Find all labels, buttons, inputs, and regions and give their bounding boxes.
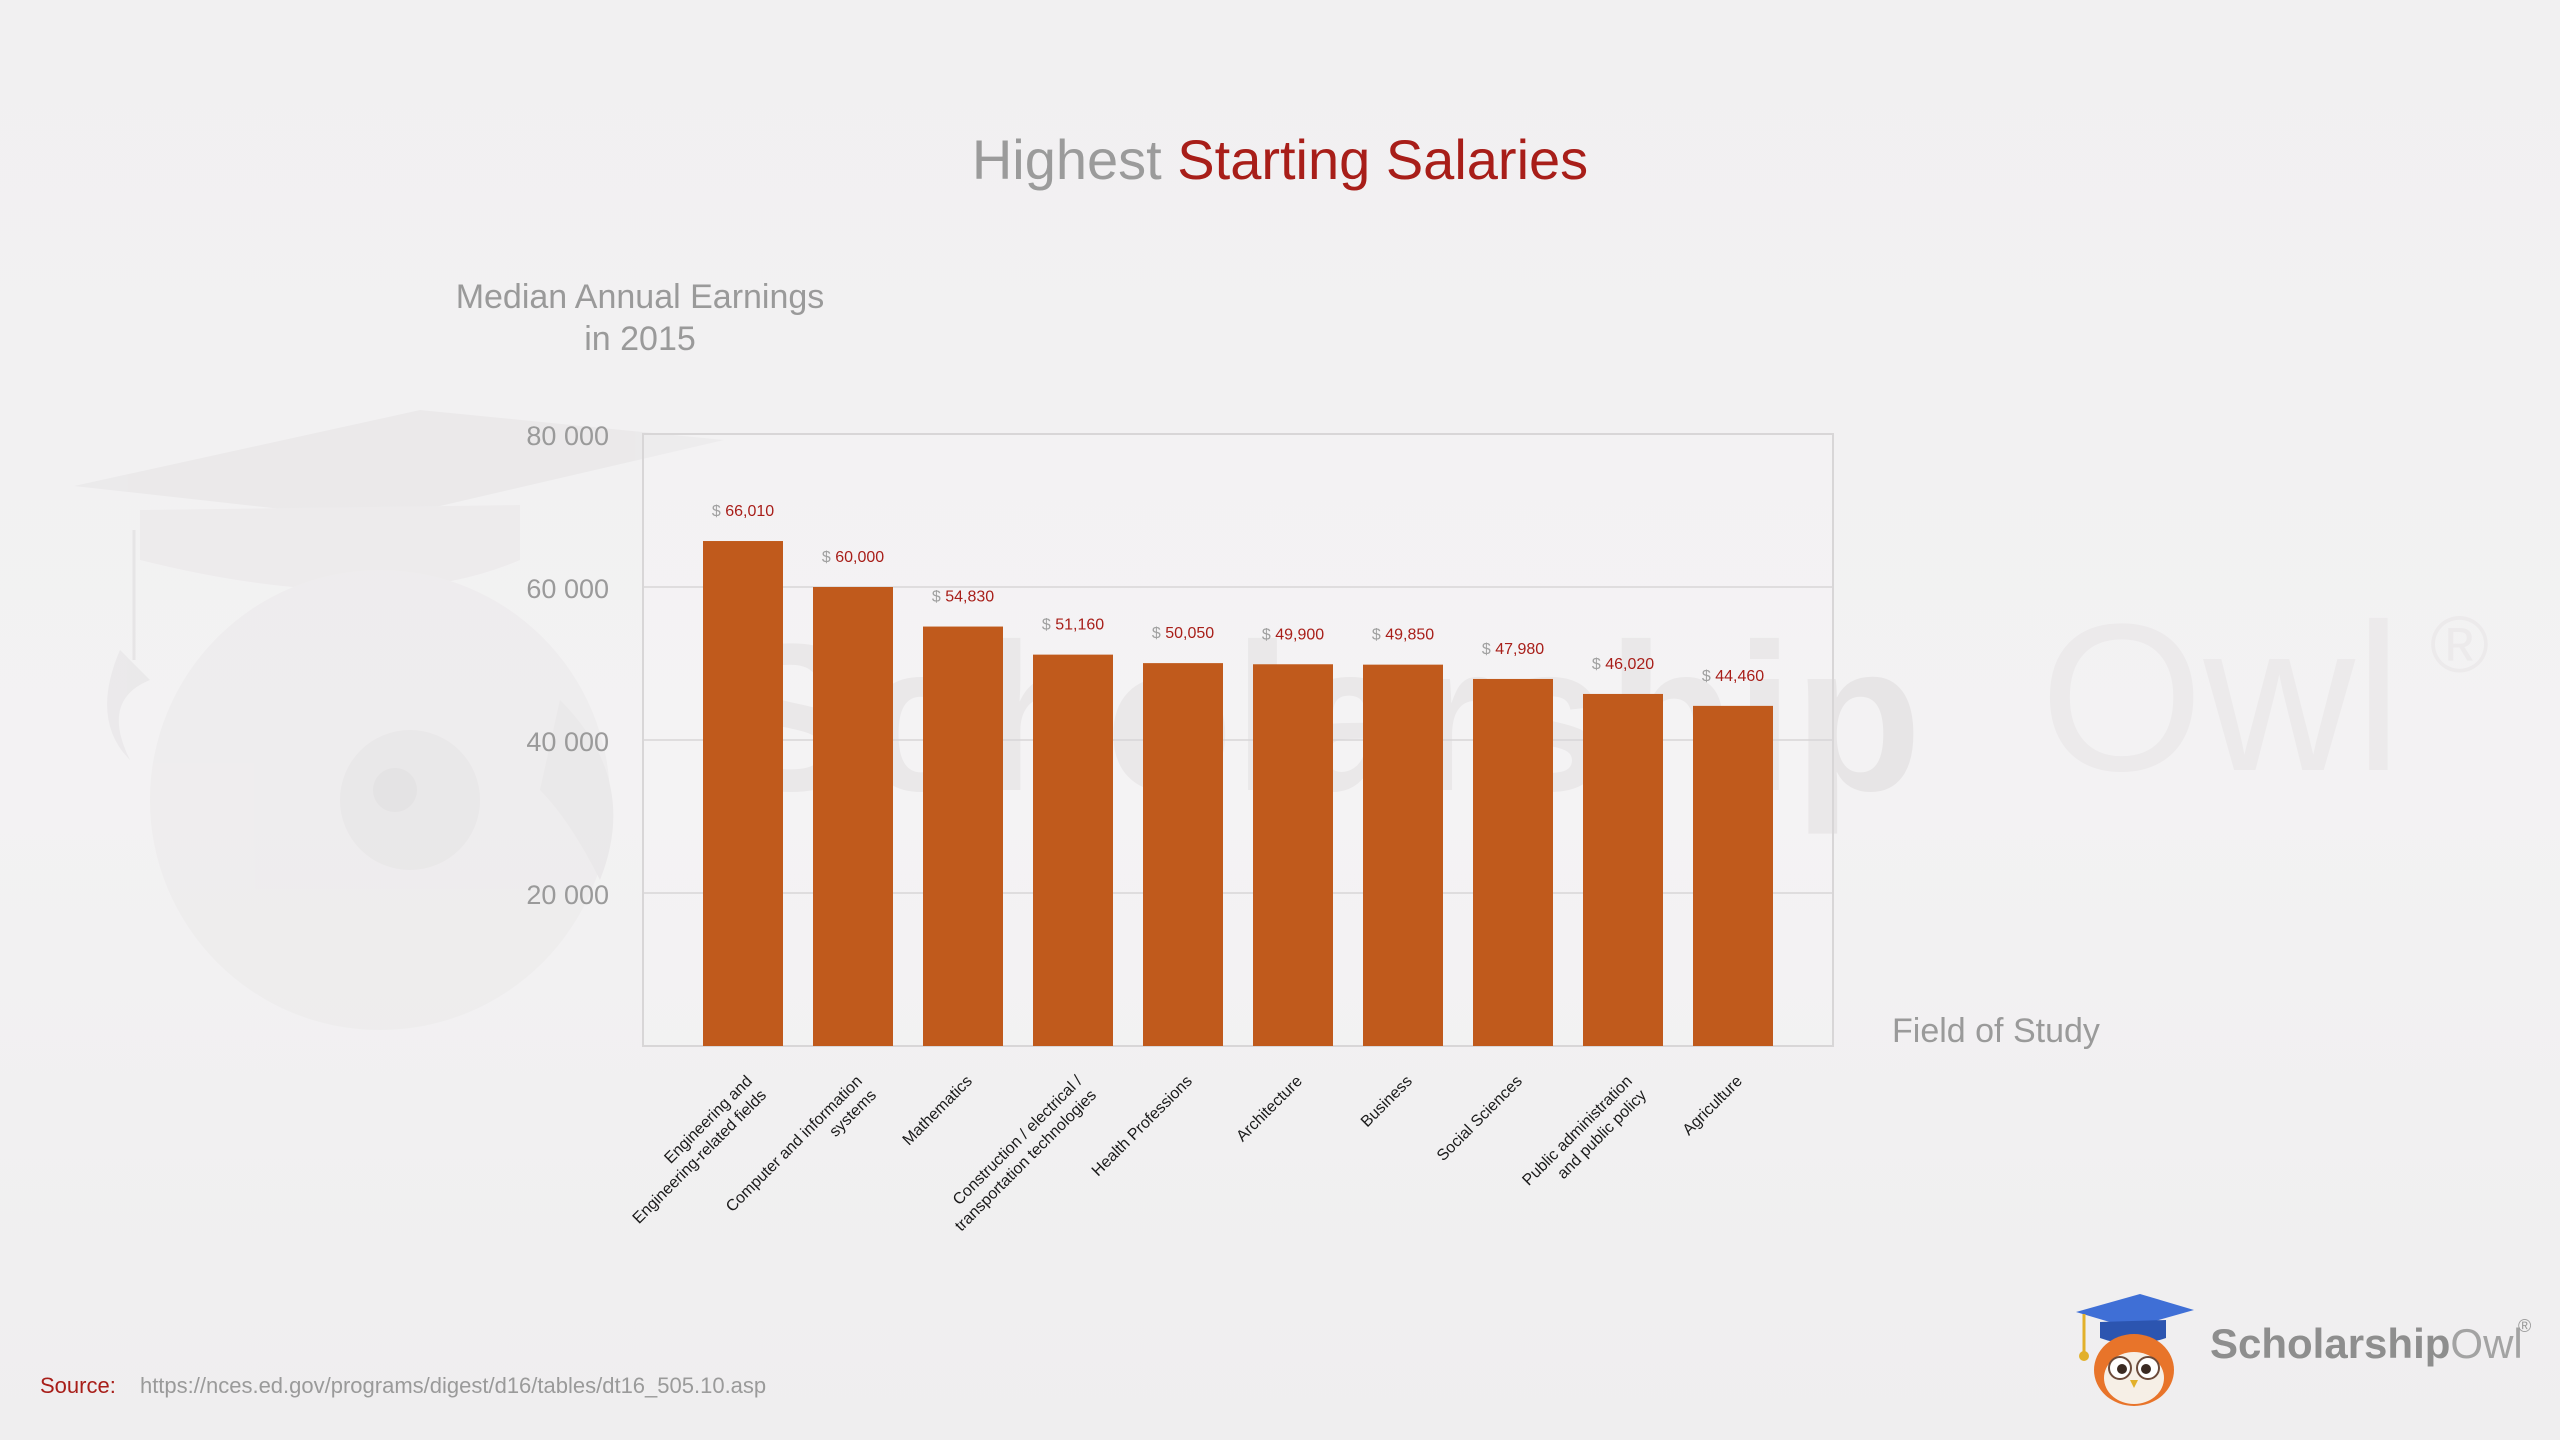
x-tick-label: Public administrationand public policy [1519, 1073, 1650, 1204]
title-accent: Starting Salaries [1177, 128, 1589, 191]
bar-value-label: $ 49,850 [1372, 627, 1434, 644]
page-title: Highest Starting Salaries [0, 122, 2560, 198]
bar[interactable] [1583, 693, 1663, 1046]
bar[interactable] [1143, 663, 1223, 1046]
bar-value-label: $ 50,050 [1152, 625, 1214, 642]
owl-graduate-icon [2076, 1294, 2194, 1406]
title-plain: Highest [971, 128, 1162, 191]
bar-value-label: $ 47,980 [1482, 641, 1544, 658]
bar[interactable] [923, 626, 1003, 1046]
bar[interactable] [1693, 705, 1773, 1046]
bar-value-label: $ 51,160 [1042, 617, 1104, 634]
y-axis-label-line-1: Median Annual Earnings [455, 278, 825, 316]
bar-value-label: $ 54,830 [932, 589, 994, 606]
logo-registered-mark: ® [2518, 1316, 2532, 1336]
bar[interactable] [813, 587, 893, 1046]
x-tick-label: Health Professions [1089, 1073, 1196, 1180]
logo-brand-bold: Scholarship [2210, 1320, 2451, 1367]
bar[interactable] [1363, 664, 1443, 1046]
bar-value-label: $ 44,460 [1702, 668, 1764, 685]
logo-brand-light: Owl [2450, 1320, 2523, 1367]
x-axis-label: Field of Study [1892, 1012, 2100, 1050]
y-axis-label: Median Annual Earnings in 2015 [440, 276, 840, 360]
x-tick-label: Engineering andEngineering-related field… [616, 1073, 770, 1227]
logo-wordmark: ScholarshipOwl [2210, 1318, 2523, 1370]
bar-value-label: $ 66,010 [712, 503, 774, 520]
bar[interactable] [1033, 654, 1113, 1046]
bar[interactable] [1253, 664, 1333, 1046]
y-tick-label: 20 000 [526, 880, 609, 910]
x-tick-label: Mathematics [900, 1073, 976, 1149]
source-link[interactable]: https://nces.ed.gov/programs/digest/d16/… [139, 1373, 767, 1398]
x-tick-label: Agriculture [1680, 1073, 1746, 1139]
brand-logo: ScholarshipOwl ® [2070, 1282, 2540, 1412]
bar-value-label: $ 46,020 [1592, 656, 1654, 673]
bar-value-label: $ 49,900 [1262, 626, 1324, 643]
y-tick-label: 80 000 [526, 421, 609, 451]
bar[interactable] [1473, 678, 1553, 1046]
bar-value-label: $ 60,000 [822, 549, 884, 566]
x-tick-label: Business [1358, 1073, 1416, 1131]
source-label: Source: [40, 1373, 116, 1398]
bar[interactable] [703, 541, 783, 1046]
y-axis-label-line-2: in 2015 [584, 320, 696, 358]
source-note: Source: https://nces.ed.gov/programs/dig… [40, 1372, 766, 1400]
y-tick-label: 60 000 [526, 574, 609, 604]
x-tick-label: Computer and informationsystems [723, 1073, 880, 1230]
x-tick-label: Social Sciences [1434, 1073, 1526, 1165]
y-tick-label: 40 000 [526, 727, 609, 757]
x-tick-label: Architecture [1233, 1073, 1305, 1145]
